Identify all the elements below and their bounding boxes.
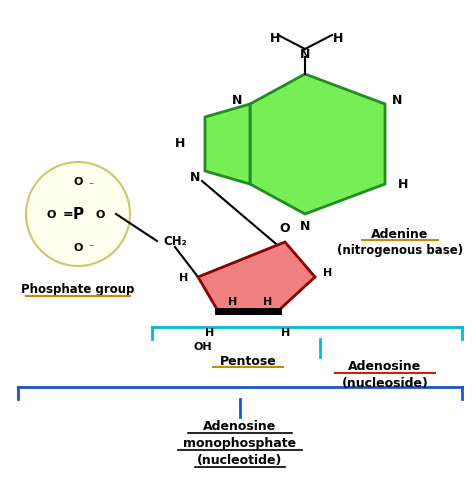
Text: monophosphate: monophosphate <box>183 436 297 449</box>
Polygon shape <box>198 242 315 312</box>
Text: (nucleotide): (nucleotide) <box>197 453 283 466</box>
Polygon shape <box>205 105 250 185</box>
Text: O: O <box>96 209 105 219</box>
Text: H: H <box>264 297 273 307</box>
Text: N: N <box>300 48 310 61</box>
Text: CH₂: CH₂ <box>163 235 187 248</box>
Text: Adenosine: Adenosine <box>203 419 277 432</box>
Text: H: H <box>174 137 185 150</box>
Text: O: O <box>73 177 82 187</box>
Text: (nitrogenous base): (nitrogenous base) <box>337 243 463 257</box>
Circle shape <box>26 163 130 267</box>
Text: Phosphate group: Phosphate group <box>21 283 135 296</box>
Text: OH: OH <box>194 341 212 351</box>
Text: N: N <box>300 219 310 232</box>
Text: O: O <box>73 242 82 253</box>
Text: H: H <box>333 32 343 45</box>
Text: H: H <box>270 32 280 45</box>
Text: N: N <box>232 93 242 106</box>
Text: H: H <box>323 268 332 278</box>
Text: P: P <box>73 207 83 222</box>
Text: Adenosine: Adenosine <box>348 359 422 372</box>
Text: ⁻: ⁻ <box>88 242 93 253</box>
Text: Adenine: Adenine <box>371 227 428 240</box>
Text: O: O <box>46 209 56 219</box>
Text: H: H <box>282 327 291 337</box>
Text: H: H <box>179 273 188 283</box>
Text: H: H <box>205 327 215 337</box>
Text: (nucleoside): (nucleoside) <box>342 376 428 389</box>
Text: O: O <box>280 221 290 234</box>
Text: Pentose: Pentose <box>219 354 276 367</box>
Text: H: H <box>398 178 409 191</box>
Text: H: H <box>228 297 237 307</box>
Text: N: N <box>190 171 200 184</box>
Text: N: N <box>392 93 402 106</box>
Polygon shape <box>250 75 385 214</box>
Text: =: = <box>63 208 73 221</box>
Text: ⁻: ⁻ <box>88 181 93 190</box>
